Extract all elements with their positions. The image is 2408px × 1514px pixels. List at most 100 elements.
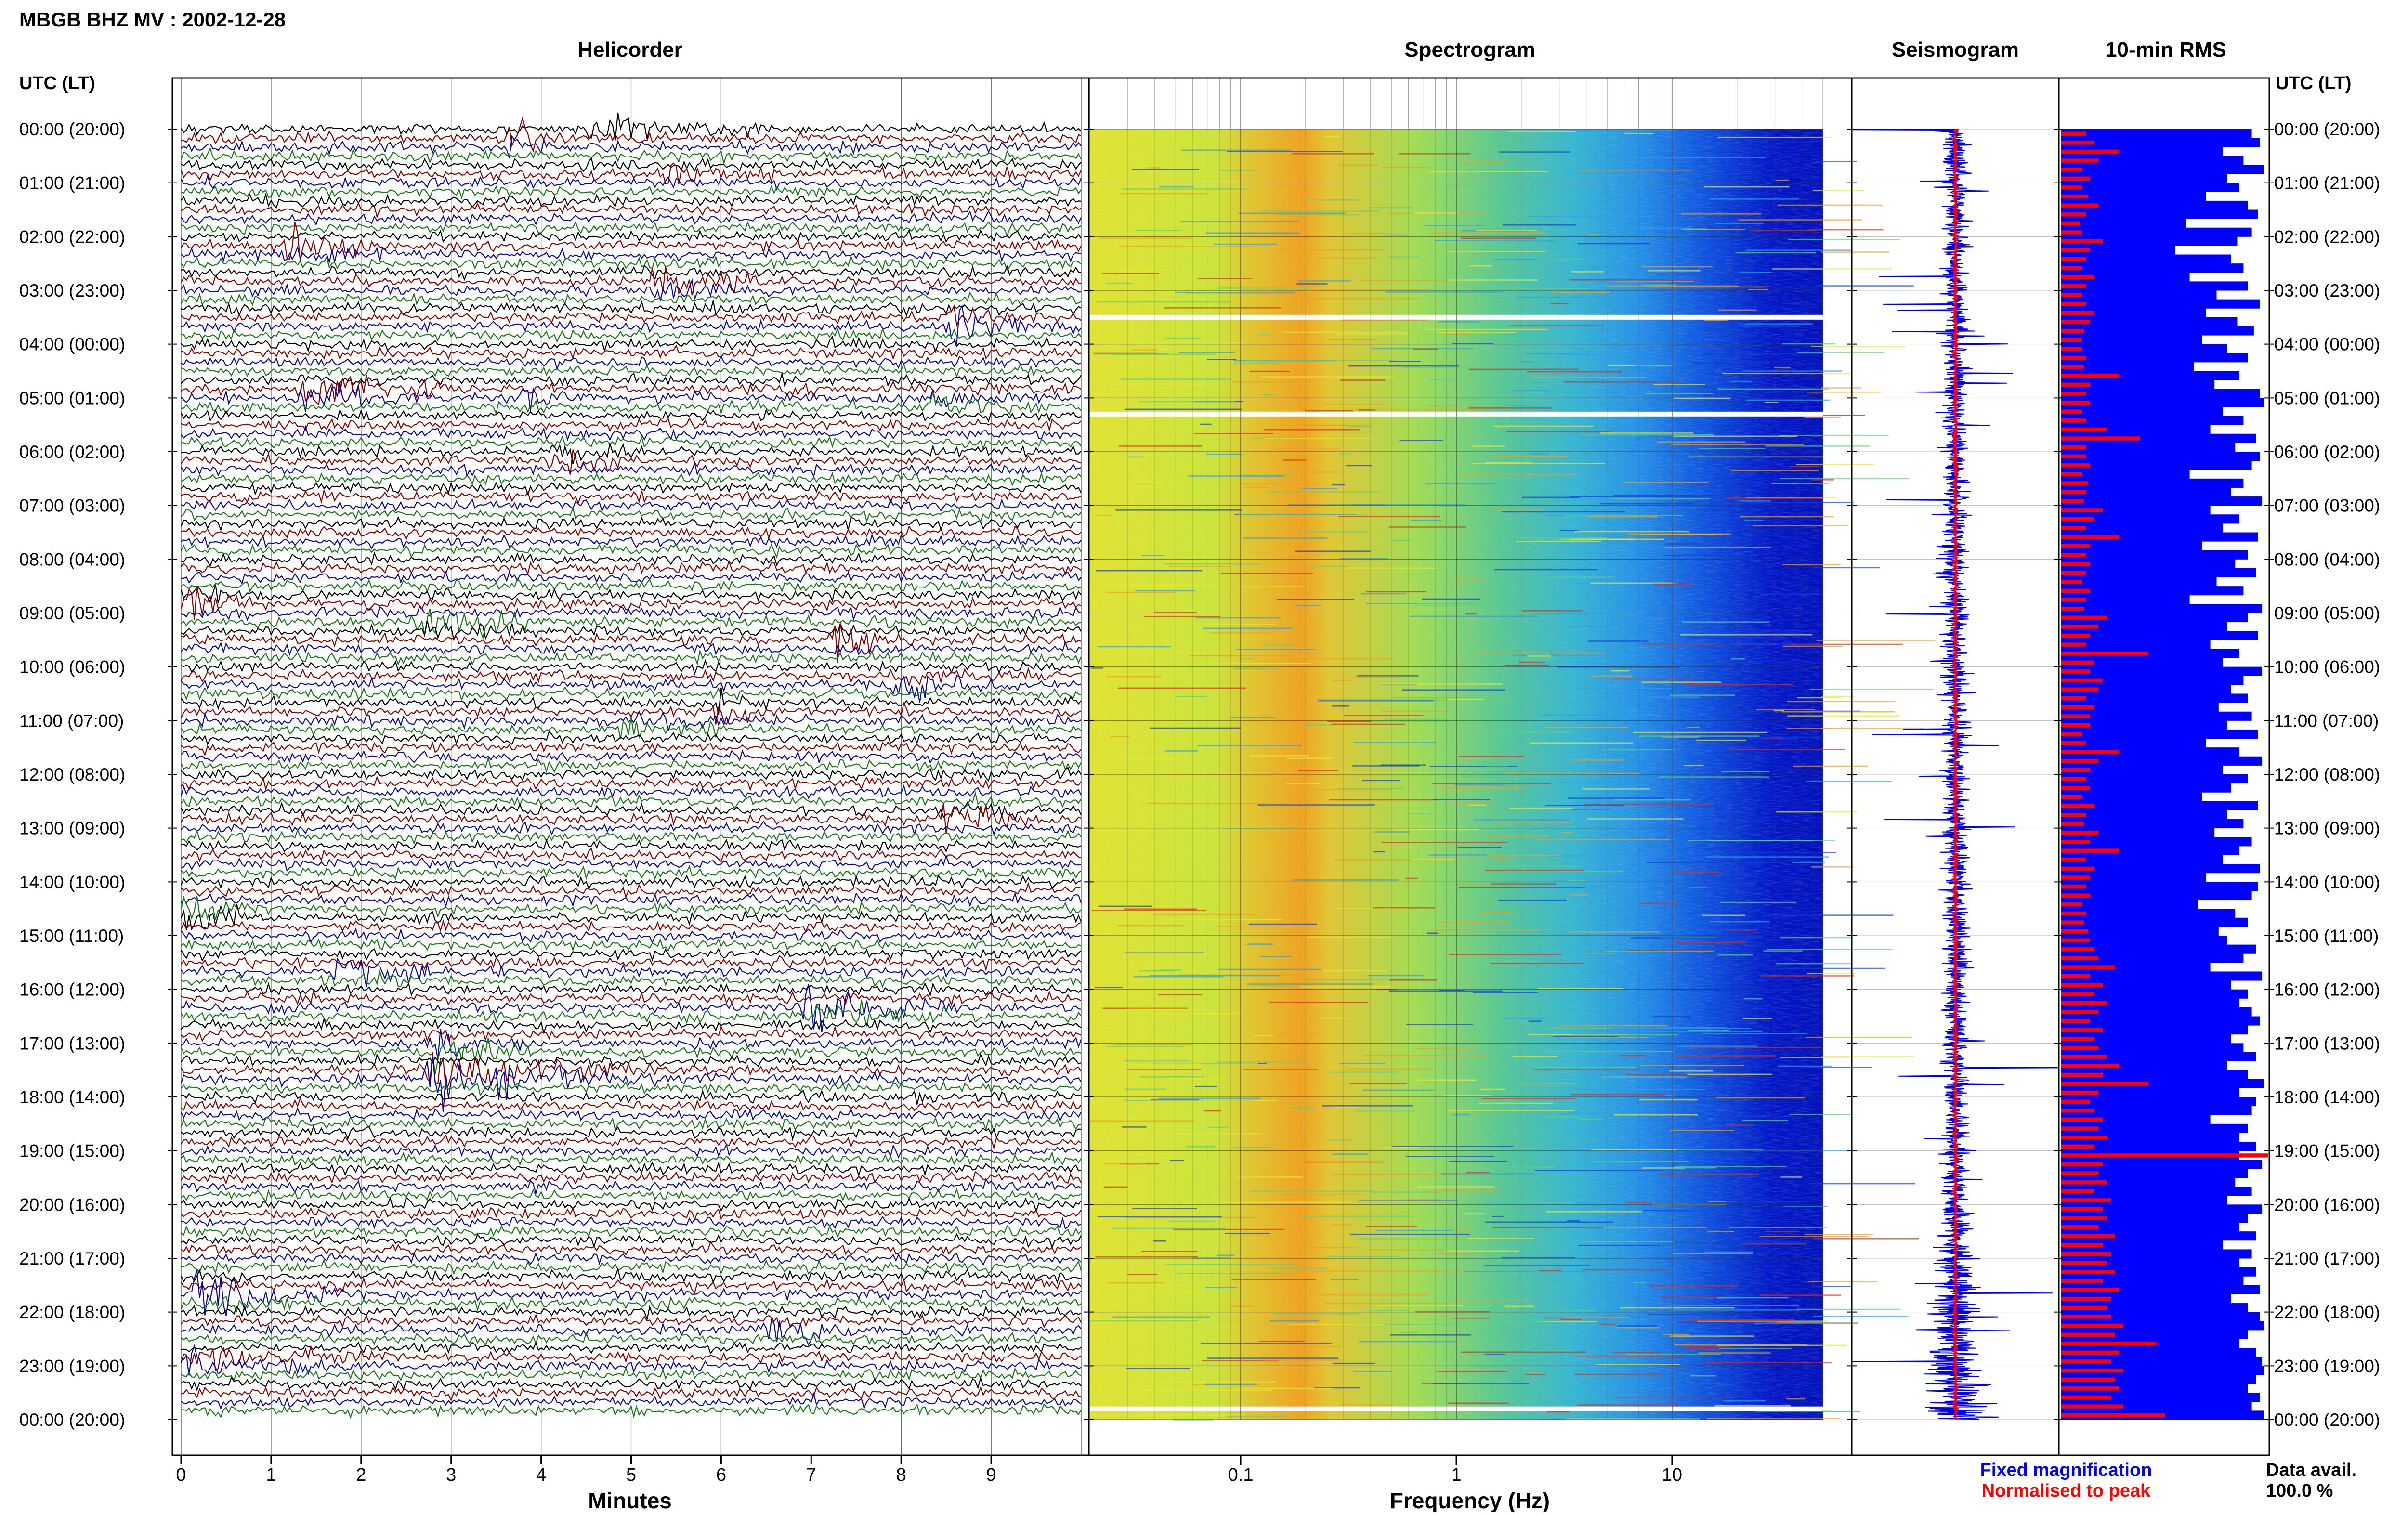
spectrogram-streak bbox=[1114, 1044, 1191, 1046]
spectrogram-streak bbox=[1448, 801, 1493, 803]
spectrogram-streak bbox=[1323, 136, 1341, 137]
spectrogram-streak bbox=[1132, 349, 1157, 351]
spectrogram-streak bbox=[1384, 1147, 1420, 1149]
spectrogram-streak bbox=[1642, 681, 1721, 683]
rms-red-bar bbox=[2061, 427, 2107, 432]
spectrogram-streak bbox=[1545, 1116, 1579, 1118]
rms-blue-bar bbox=[2061, 1240, 2223, 1250]
spectrogram-streak bbox=[1592, 675, 1632, 677]
helicorder-trace bbox=[180, 874, 1082, 890]
rms-blue-bar bbox=[2061, 756, 2263, 766]
rms-red-bar bbox=[2061, 1045, 2099, 1050]
spectrogram-streak bbox=[1783, 643, 1903, 645]
spectrogram-streak bbox=[1778, 204, 1883, 206]
spectrogram-streak bbox=[1512, 1056, 1558, 1057]
spectrogram-streak bbox=[1630, 937, 1764, 939]
spectrogram-streak bbox=[1132, 1063, 1258, 1064]
spectrogram-streak bbox=[1413, 212, 1458, 214]
spectrogram-streak bbox=[1360, 279, 1453, 281]
spectrogram-streak bbox=[1305, 724, 1334, 726]
spectrogram-streak bbox=[1346, 465, 1372, 467]
spectrogram-streak bbox=[1789, 1114, 1852, 1115]
spectrogram-streak bbox=[1485, 462, 1532, 464]
spectrogram-streak bbox=[1518, 661, 1545, 663]
spectrogram-streak bbox=[1492, 866, 1579, 867]
rms-red-bar bbox=[2061, 1234, 2115, 1239]
spectrogram-streak bbox=[1291, 471, 1341, 473]
helicorder-trace bbox=[181, 533, 1082, 550]
rms-red-bar bbox=[2061, 400, 2091, 405]
rms-red-bar bbox=[2061, 920, 2084, 925]
spectrogram-streak bbox=[1717, 1297, 1789, 1299]
seismogram-title: Seismogram bbox=[1892, 38, 2019, 62]
helicorder-trace bbox=[180, 1294, 1082, 1313]
spectrogram-streak bbox=[1134, 976, 1223, 978]
spectrogram-streak bbox=[1543, 1051, 1674, 1052]
spectrogram-streak bbox=[1405, 1156, 1494, 1157]
spectrogram-streak bbox=[1453, 1229, 1472, 1230]
spectrogram-streak bbox=[1217, 1061, 1307, 1063]
rms-blue-bar bbox=[2061, 505, 2211, 515]
spectrogram-streak bbox=[1300, 986, 1391, 988]
spectrogram-streak bbox=[1786, 728, 1831, 729]
spectrogram-streak bbox=[1700, 1272, 1720, 1274]
spectrogram-streak bbox=[1400, 1331, 1419, 1333]
rms-red-bar bbox=[2061, 1198, 2111, 1202]
spectrogram-streak bbox=[1470, 658, 1557, 660]
rms-red-bar bbox=[2061, 1109, 2094, 1113]
spectrogram-streak bbox=[1292, 879, 1399, 881]
spectrogram-streak bbox=[1165, 750, 1198, 752]
helicorder-trace bbox=[180, 1056, 1082, 1112]
helicorder-trace bbox=[181, 570, 1082, 585]
spectrogram-streak bbox=[1570, 496, 1702, 497]
spectrogram-streak bbox=[1392, 540, 1413, 541]
spectrogram-streak bbox=[1435, 240, 1556, 241]
spectrogram-streak bbox=[1577, 1404, 1679, 1406]
spectrogram-streak bbox=[1504, 1018, 1547, 1019]
spectrogram-streak bbox=[1576, 169, 1694, 171]
spectrogram-streak bbox=[1729, 748, 1845, 750]
spectrogram-streak bbox=[1663, 547, 1771, 548]
spectrogram-streak bbox=[1714, 1405, 1791, 1407]
spectrogram-streak bbox=[1582, 953, 1615, 954]
rms-red-bar bbox=[2061, 705, 2094, 710]
rms-blue-bar bbox=[2061, 1088, 2239, 1097]
spectrogram-streak bbox=[1786, 1398, 1805, 1400]
spectrogram-streak bbox=[1684, 228, 1746, 230]
spectrogram-streak bbox=[1327, 720, 1372, 722]
spectrogram-streak bbox=[1410, 615, 1539, 617]
spectrogram-streak bbox=[1692, 362, 1771, 364]
rms-blue-bar bbox=[2061, 676, 2244, 685]
spectrogram-streak bbox=[1570, 808, 1610, 810]
rms-red-bar bbox=[2061, 1001, 2107, 1005]
rms-red-bar bbox=[2061, 983, 2103, 988]
rms-blue-bar bbox=[2061, 828, 2215, 837]
helicorder-trace bbox=[181, 820, 1082, 836]
spectrogram-streak bbox=[1639, 1099, 1699, 1101]
spectrogram-streak bbox=[1458, 887, 1585, 888]
spectrogram-streak bbox=[1742, 1243, 1806, 1245]
rms-blue-bar bbox=[2061, 819, 2244, 829]
time-label-right: 17:00 (13:00) bbox=[2274, 1033, 2380, 1053]
spectrogram-streak bbox=[1522, 496, 1580, 498]
helicorder-trace bbox=[181, 1331, 1082, 1346]
spectrogram-streak bbox=[1258, 334, 1270, 336]
rms-blue-bar bbox=[2061, 1061, 2227, 1070]
spectrogram-streak bbox=[1589, 886, 1615, 888]
spectrogram-streak bbox=[1632, 1031, 1762, 1032]
spectrogram-streak bbox=[1726, 497, 1824, 499]
spectrogram-streak bbox=[1526, 834, 1585, 836]
seismogram-normalised-trace bbox=[1950, 128, 1961, 1420]
rms-blue-bar bbox=[2061, 1285, 2260, 1294]
helicorder-trace bbox=[181, 1392, 1082, 1410]
spectrogram-streak bbox=[1250, 1190, 1373, 1192]
time-label-left: 04:00 (00:00) bbox=[19, 335, 125, 354]
spectrogram-streak bbox=[1448, 1402, 1509, 1404]
spectrogram-streak bbox=[1098, 1216, 1222, 1218]
spectrogram-streak bbox=[1807, 972, 1855, 974]
spectrogram-streak bbox=[1753, 481, 1763, 482]
spectrogram-streak bbox=[1604, 951, 1714, 952]
rms-red-bar bbox=[2061, 642, 2086, 647]
helicorder-trace bbox=[181, 1386, 1082, 1402]
rms-blue-bar bbox=[2061, 1401, 2252, 1411]
